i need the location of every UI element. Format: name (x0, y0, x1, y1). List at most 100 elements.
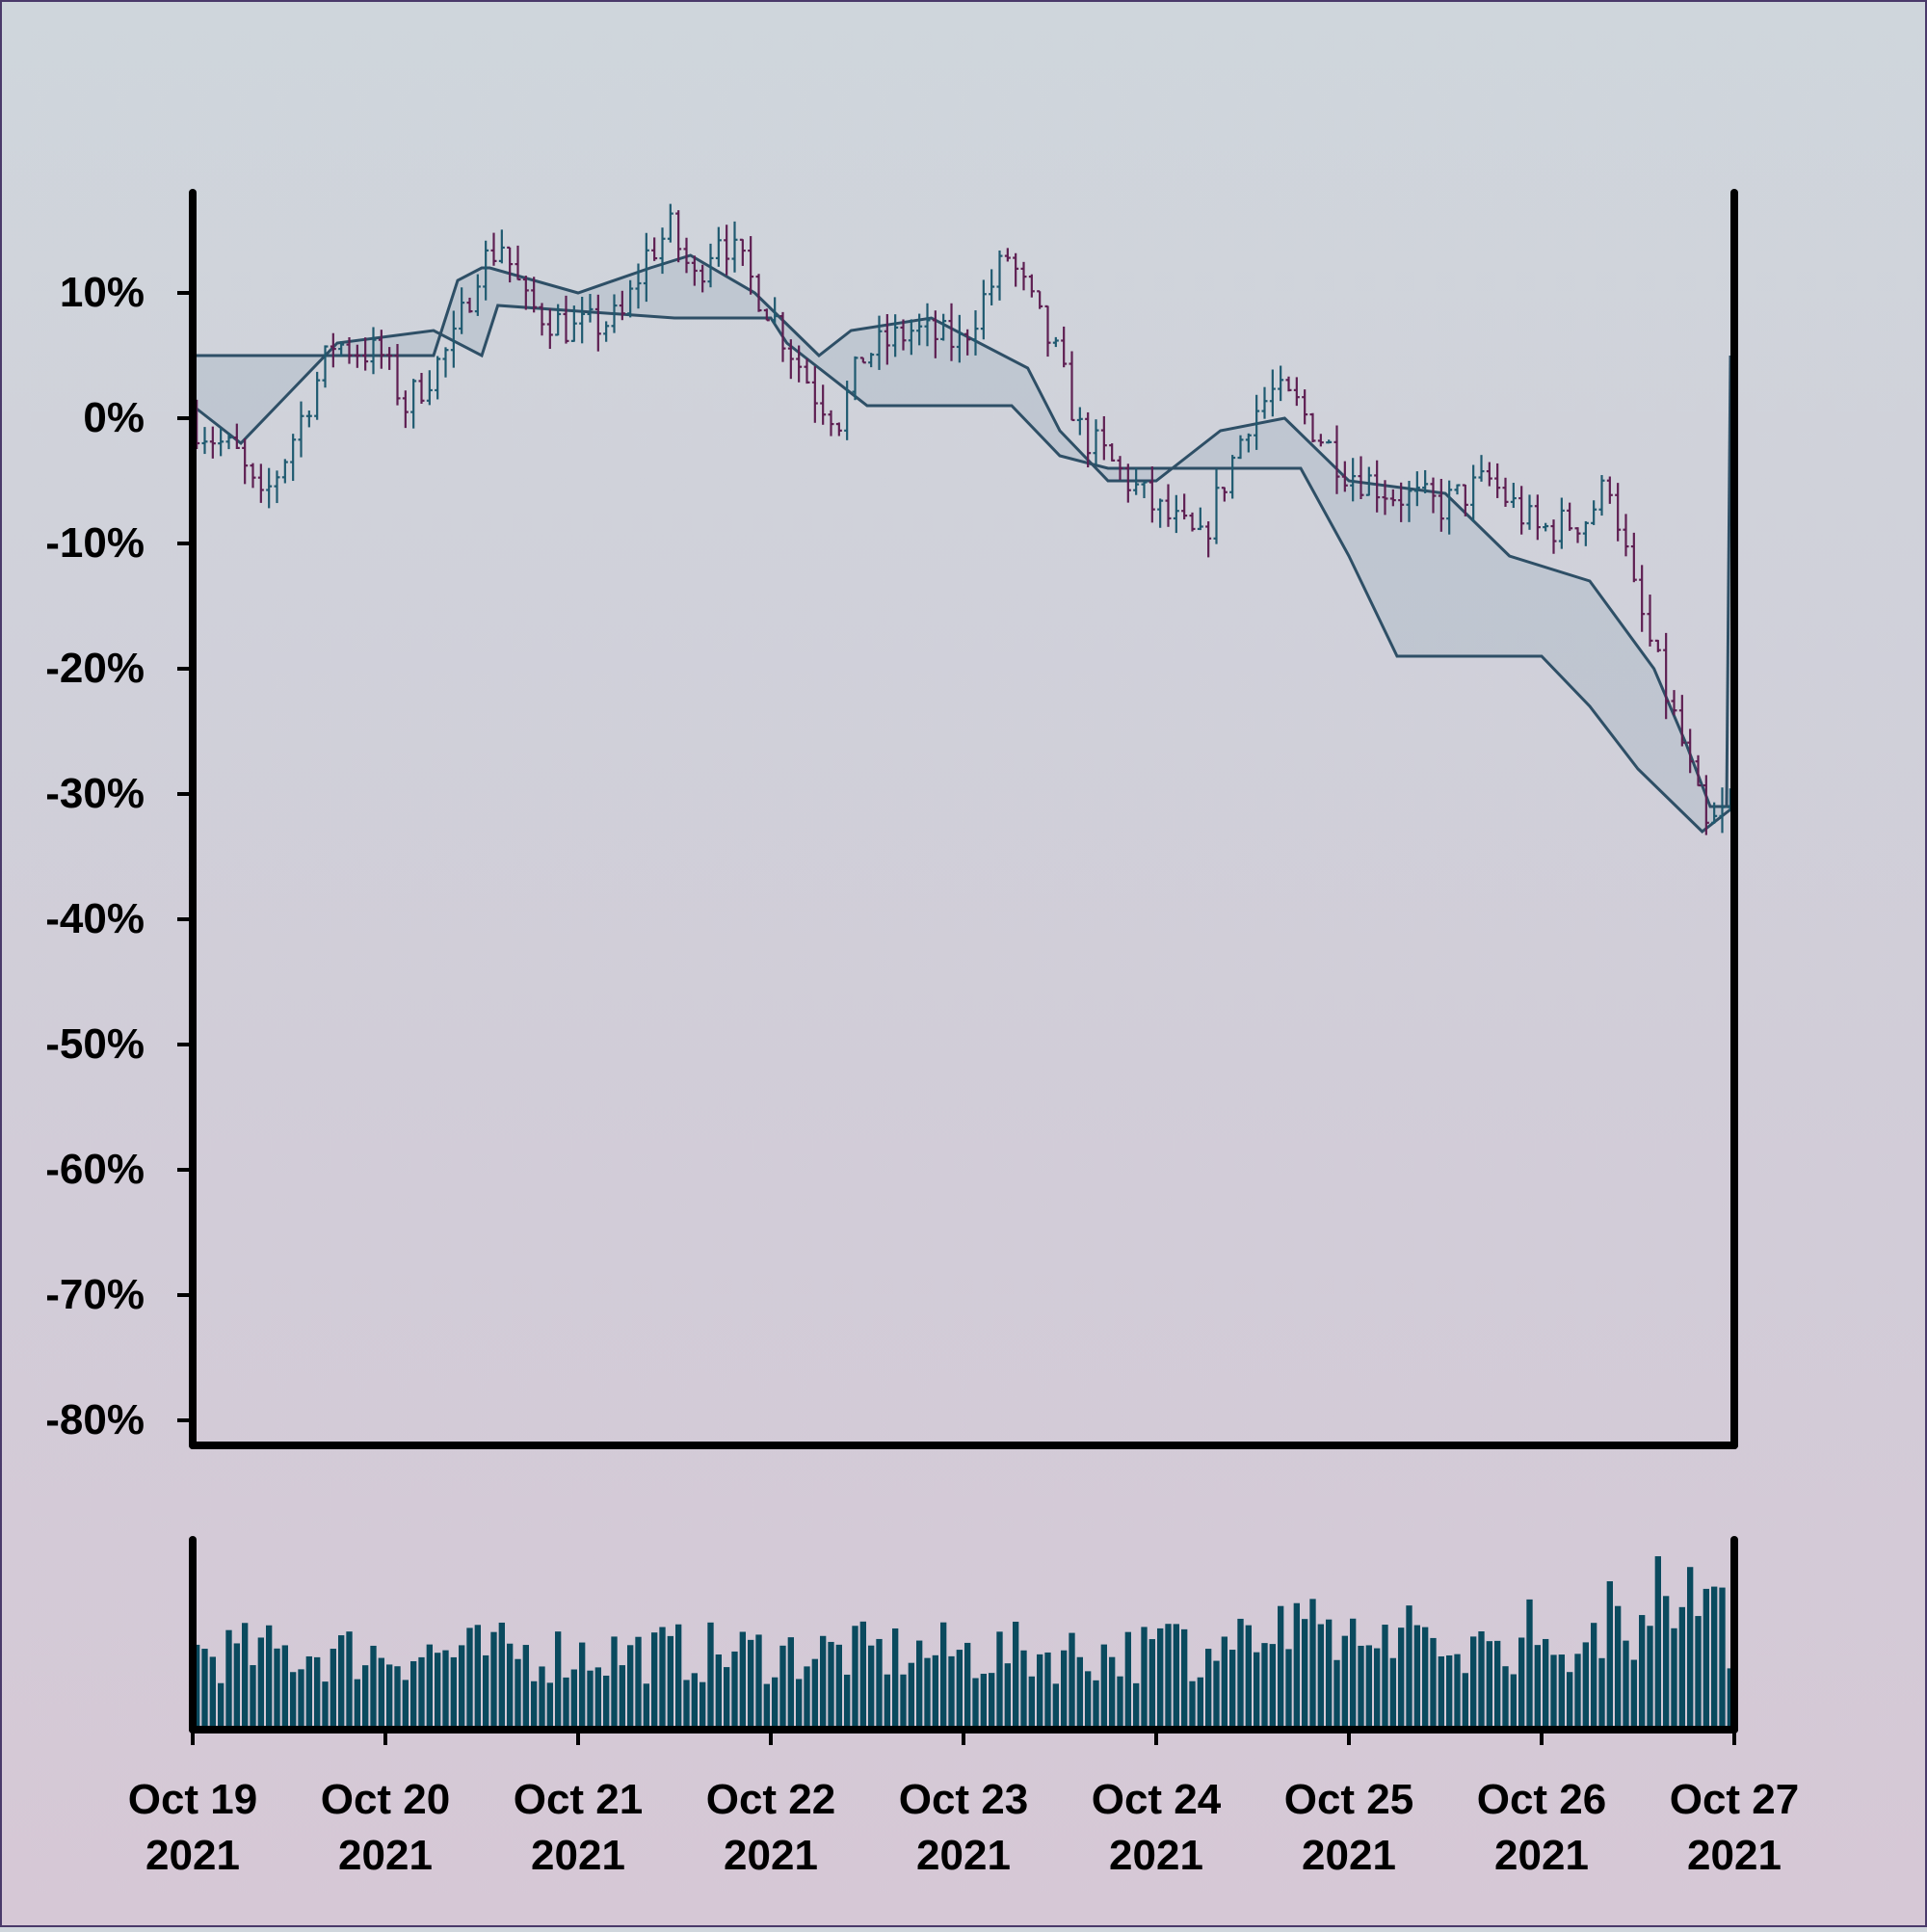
x-tick-label-date: Oct 21 (514, 1776, 644, 1823)
volume-bar (386, 1664, 393, 1730)
volume-bar (1221, 1636, 1227, 1730)
ohlc-bar (1133, 467, 1140, 495)
ohlc-bar (1574, 527, 1581, 543)
volume-bar (643, 1683, 649, 1730)
ohlc-bar (1413, 471, 1420, 507)
volume-bar (964, 1642, 971, 1730)
volume-bar (1052, 1683, 1059, 1730)
ohlc-bar (1398, 482, 1405, 522)
volume-bar (908, 1662, 914, 1730)
ohlc-bar (1478, 455, 1485, 482)
ohlc-bar (1663, 632, 1670, 720)
volume-bar (1278, 1605, 1284, 1730)
volume-bar (402, 1680, 409, 1730)
ohlc-bar (410, 379, 417, 429)
volume-bar (1302, 1619, 1308, 1730)
ohlc-bar (1221, 487, 1227, 502)
volume-bar (989, 1673, 995, 1730)
ohlc-bar (1020, 261, 1027, 291)
ohlc-bar (700, 264, 706, 293)
ohlc-bar (1678, 695, 1685, 747)
ohlc-bar (1711, 802, 1718, 824)
volume-bar (1606, 1581, 1613, 1730)
ohlc-bar (980, 279, 987, 340)
ohlc-bar (1052, 336, 1059, 348)
x-tick-label-year: 2021 (1687, 1832, 1782, 1879)
volume-bar (1462, 1673, 1468, 1730)
volume-bar (859, 1621, 866, 1730)
volume-bar (755, 1634, 762, 1730)
volume-bar (1181, 1628, 1188, 1730)
volume-bar (627, 1645, 634, 1730)
ohlc-bar (1109, 443, 1116, 462)
ohlc-bar (948, 303, 955, 361)
ohlc-bar (474, 274, 481, 316)
ohlc-bar (755, 274, 762, 312)
ohlc-bar (490, 232, 497, 266)
volume-bar (354, 1679, 360, 1730)
ohlc-bar (748, 236, 754, 295)
volume-bar (1389, 1657, 1396, 1730)
volume-bar (835, 1644, 842, 1730)
ohlc-bar (1630, 532, 1637, 583)
ohlc-bar (563, 295, 569, 344)
volume-bar (1639, 1615, 1646, 1730)
volume-bar (1615, 1605, 1622, 1730)
ohlc-bar (1100, 415, 1107, 461)
volume-bar (1446, 1654, 1453, 1730)
volume-bar (1100, 1644, 1107, 1730)
volume-bar (772, 1677, 779, 1730)
volume-bar (1711, 1586, 1718, 1730)
ohlc-bar (1229, 455, 1236, 499)
volume-bar (1687, 1567, 1694, 1730)
ohlc-bar (956, 314, 963, 363)
ohlc-bar (1550, 519, 1557, 554)
ohlc-bar (1061, 326, 1068, 368)
volume-bar (659, 1627, 666, 1730)
ohlc-bar (835, 422, 842, 437)
volume-bar (194, 1644, 200, 1730)
volume-bar (1020, 1650, 1027, 1730)
volume-bar (1703, 1588, 1709, 1730)
ohlc-bar (731, 221, 738, 273)
volume-bar (539, 1666, 545, 1730)
volume-bar (418, 1656, 425, 1730)
ohlc-bar (1518, 486, 1525, 535)
volume-bar (522, 1645, 529, 1730)
ohlc-bar (892, 314, 899, 357)
final-spike-line (1725, 355, 1732, 807)
ohlc-bar (1269, 369, 1276, 417)
ohlc-bar (483, 240, 489, 301)
ohlc-bar (1510, 483, 1517, 509)
volume-bar (1358, 1645, 1364, 1730)
volume-bar (483, 1654, 489, 1730)
volume-bar (1647, 1626, 1653, 1730)
volume-bar (1254, 1652, 1260, 1730)
volume-bar (683, 1680, 690, 1730)
ohlc-bar (322, 345, 329, 388)
ohlc-bar (811, 366, 818, 423)
volume-bar (1124, 1631, 1131, 1730)
volume-bar (1654, 1556, 1661, 1730)
x-tick-label-date: Oct 26 (1477, 1776, 1607, 1823)
volume-bar (1558, 1654, 1565, 1730)
x-tick-label-date: Oct 23 (899, 1776, 1029, 1823)
axes-layer (189, 189, 1738, 1734)
y-tick-label: 0% (83, 394, 145, 441)
ohlc-bar (466, 297, 473, 313)
ohlc-bar (603, 321, 610, 342)
ohlc-bar (1671, 690, 1677, 716)
ohlc-bar (1430, 477, 1437, 514)
volume-bar (1028, 1676, 1035, 1730)
ohlc-bar (426, 370, 433, 406)
ohlc-bar (724, 225, 730, 276)
ohlc-bar (1069, 351, 1075, 422)
ohlc-bar (298, 401, 304, 458)
x-tick-label-year: 2021 (916, 1832, 1011, 1879)
volume-bar (346, 1631, 353, 1730)
volume-bar (828, 1641, 834, 1730)
volume-bar (804, 1666, 810, 1730)
x-tick-label-year: 2021 (1494, 1832, 1589, 1879)
ohlc-bar (1438, 478, 1444, 532)
ohlc-bar (635, 263, 642, 309)
